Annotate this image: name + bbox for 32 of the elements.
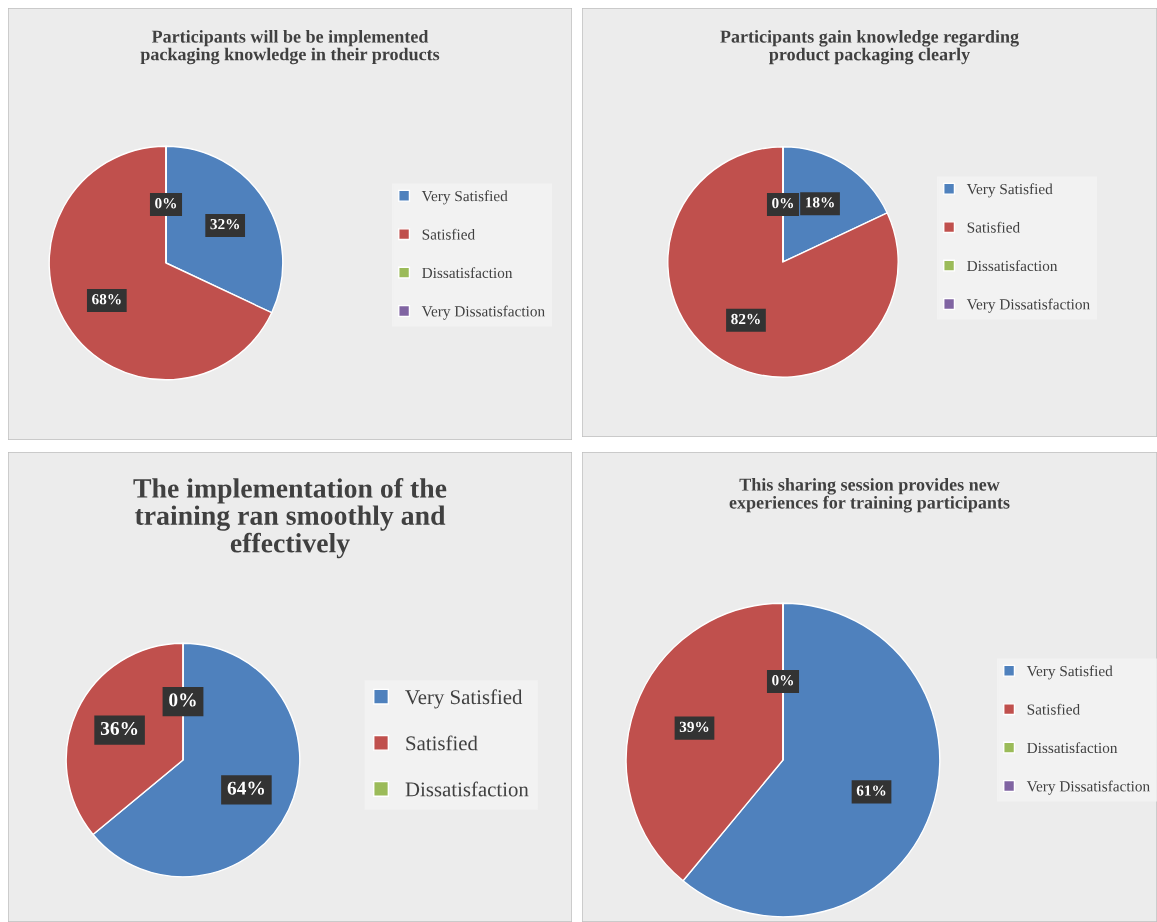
legend-label: Very Dissatisfaction (1026, 780, 1150, 795)
text: 0% (772, 675, 794, 686)
text: 0% (155, 198, 177, 209)
legend-label: Satisfied (1027, 703, 1080, 715)
legend-label: Satisfied (406, 735, 478, 751)
legend-label: Satisfied (422, 228, 475, 240)
data-label: 64% (227, 781, 265, 795)
data-label: 82% (731, 313, 760, 325)
chart-title: Participants gain knowledge regarding product packaging clearly (720, 30, 1019, 65)
text: 0% (772, 197, 794, 209)
data-label: 39% (679, 721, 709, 733)
legend-label: Dissatisfaction (1027, 742, 1118, 754)
chart-title: Participants will be be implemented packaging knowledge in their products (140, 30, 440, 65)
chart-title: The implementation of the training ran smoothly and effectively (133, 478, 447, 559)
text: 0% (169, 693, 196, 707)
legend-label: Very Dissatisfaction (421, 305, 545, 320)
legend-label: Very Dissatisfaction (966, 298, 1090, 313)
legend-label: Very Satisfied (966, 183, 1053, 198)
data-label: 61% (856, 785, 886, 796)
legend-label: Satisfied (967, 221, 1020, 233)
data-label: 32% (210, 218, 240, 230)
data-label: 18% (805, 197, 834, 208)
legend-label: Very Satisfied (405, 689, 523, 709)
chart-title: This sharing session provides new experiences for training participants (729, 478, 1010, 513)
legend-label: Dissatisfaction (967, 260, 1058, 272)
legend-label: Dissatisfaction (422, 267, 513, 279)
legend-label: Very Satisfied (1026, 665, 1113, 680)
legend-label: Dissatisfaction (405, 781, 529, 797)
data-label: 68% (92, 294, 121, 305)
legend-label: Very Satisfied (421, 190, 508, 205)
data-label: 36% (100, 721, 138, 736)
pie-slice (667, 146, 899, 378)
